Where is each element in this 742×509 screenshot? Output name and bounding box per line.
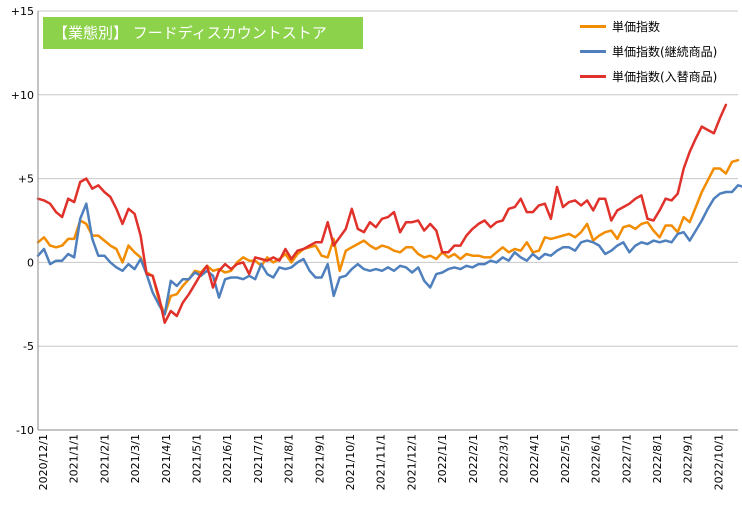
y-axis-ticks: +15 +10 +5 0 -5 -10 — [11, 5, 34, 437]
series-line-0 — [36, 158, 740, 316]
x-tick-label: 2022/7/1 — [620, 434, 633, 483]
x-tick-label: 2020/12/1 — [37, 434, 50, 490]
x-tick-label: 2021/1/1 — [68, 434, 81, 483]
x-tick-label: 2021/8/1 — [283, 434, 296, 483]
x-tick-label: 2022/6/1 — [590, 434, 603, 483]
x-tick-label: 2022/8/1 — [651, 434, 664, 483]
x-axis-ticks: 2020/12/1 2021/1/1 2021/2/1 2021/3/1 2021/4/… — [37, 434, 725, 490]
legend-label: 単価指数(継続商品) — [612, 45, 718, 59]
x-tick-label: 2022/2/1 — [467, 434, 480, 483]
chart-title: 【業態別】 フードディスカウントストア — [43, 17, 363, 49]
x-tick-label: 2022/3/1 — [498, 434, 511, 483]
x-tick-label: 2021/6/1 — [221, 434, 234, 483]
series-line-1 — [36, 184, 742, 316]
x-tick-label: 2022/1/1 — [436, 434, 449, 483]
legend-swatch-red — [580, 75, 606, 78]
y-tick-label: +15 — [11, 5, 34, 18]
y-tick-label: +5 — [18, 173, 34, 186]
legend-label: 単価指数(入替商品) — [612, 70, 718, 84]
x-tick-label: 2022/9/1 — [682, 434, 695, 483]
x-tick-label: 2021/9/1 — [313, 434, 326, 483]
y-tick-label: +10 — [11, 89, 34, 102]
y-tick-label: -5 — [23, 340, 34, 353]
axes — [37, 11, 738, 431]
x-tick-label: 2022/5/1 — [559, 434, 572, 483]
x-tick-label: 2021/2/1 — [98, 434, 111, 483]
x-tick-label: 2022/4/1 — [528, 434, 541, 483]
y-tick-label: -10 — [16, 424, 34, 437]
x-tick-label: 2021/7/1 — [252, 434, 265, 483]
x-tick-label: 2021/10/1 — [344, 434, 357, 490]
y-tick-label: 0 — [27, 256, 34, 269]
series-lines — [36, 103, 742, 324]
x-tick-label: 2021/12/1 — [405, 434, 418, 490]
x-tick-label: 2021/5/1 — [191, 434, 204, 483]
legend-swatch-orange — [580, 25, 606, 28]
x-tick-label: 2021/4/1 — [160, 434, 173, 483]
x-tick-label: 2022/10/1 — [712, 434, 725, 490]
legend-label: 単価指数 — [612, 20, 661, 34]
x-tick-label: 2021/11/1 — [375, 434, 388, 490]
x-tick-label: 2021/3/1 — [129, 434, 142, 483]
legend-swatch-blue — [580, 50, 606, 53]
series-line-2 — [36, 103, 728, 324]
